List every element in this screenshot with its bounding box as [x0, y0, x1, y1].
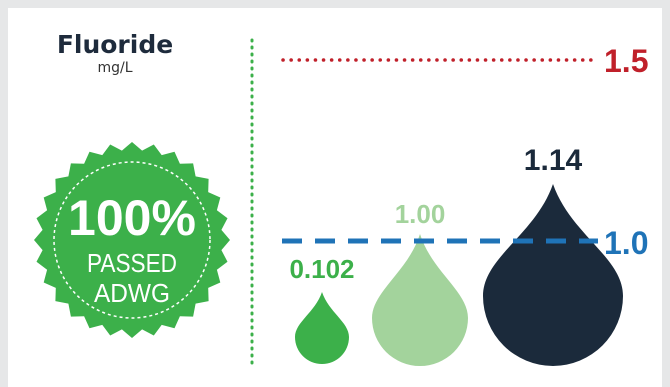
- drop-1-00-label: 1.00: [395, 199, 446, 229]
- drop-0-102-label: 0.102: [289, 254, 354, 284]
- passed-badge: 100% PASSED ADWG: [34, 142, 230, 338]
- threshold-1-5: 1.5: [281, 43, 648, 79]
- badge-percent: 100%: [68, 190, 196, 246]
- threshold-1-0: 1.0: [282, 225, 648, 261]
- threshold-1-0-label: 1.0: [604, 225, 648, 261]
- threshold-1-5-label: 1.5: [604, 43, 648, 79]
- badge-line1: PASSED: [87, 248, 177, 278]
- drop-1-14: [483, 184, 623, 366]
- badge-seal-shape: [34, 142, 230, 338]
- badge-inner-ring: [53, 161, 211, 319]
- badge-line2: ADWG: [94, 278, 170, 308]
- page-title: Fluoride: [56, 30, 174, 59]
- drop-1-00: [372, 234, 468, 366]
- drop-1-14-label: 1.14: [524, 144, 583, 177]
- unit-label: mg/L: [97, 60, 133, 76]
- drop-0-102: [295, 292, 349, 364]
- title-block: Fluoride mg/L: [52, 30, 178, 76]
